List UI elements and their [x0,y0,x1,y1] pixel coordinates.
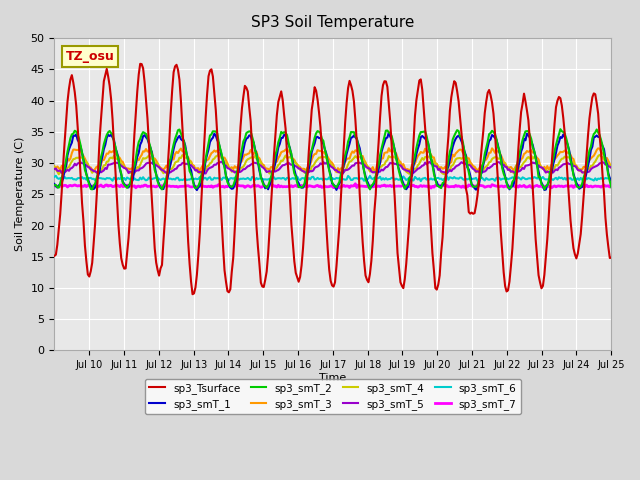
X-axis label: Time: Time [319,373,346,383]
Y-axis label: Soil Temperature (C): Soil Temperature (C) [15,137,25,252]
Title: SP3 Soil Temperature: SP3 Soil Temperature [251,15,415,30]
Text: TZ_osu: TZ_osu [65,50,115,63]
Legend: sp3_Tsurface, sp3_smT_1, sp3_smT_2, sp3_smT_3, sp3_smT_4, sp3_smT_5, sp3_smT_6, : sp3_Tsurface, sp3_smT_1, sp3_smT_2, sp3_… [145,379,521,414]
